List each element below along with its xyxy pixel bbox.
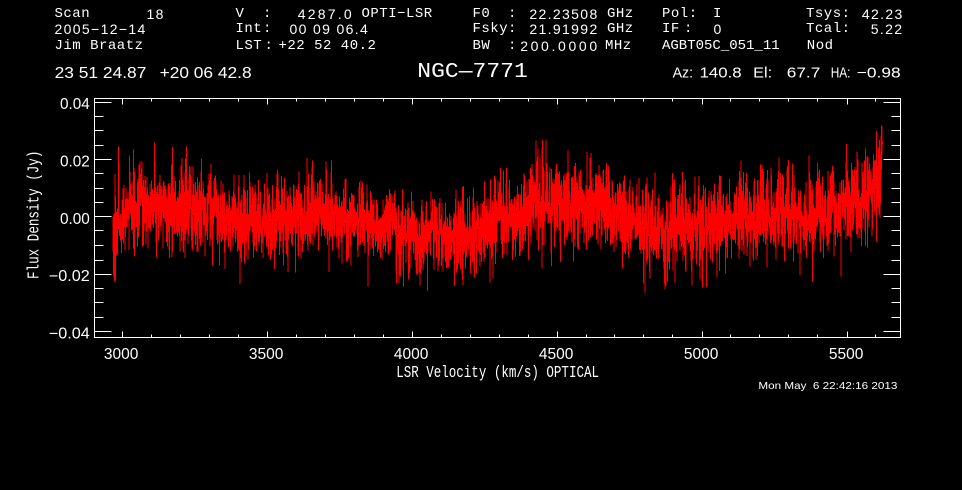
svg-text:−0.02: −0.02 — [49, 268, 90, 285]
svg-text:4000: 4000 — [394, 346, 429, 363]
svg-text:NGC—7771: NGC—7771 — [417, 60, 528, 84]
svg-text:5000: 5000 — [684, 346, 719, 363]
svg-text:+20 06 42.8: +20 06 42.8 — [160, 65, 252, 82]
svg-text:3000: 3000 — [104, 346, 139, 363]
svg-text:4500: 4500 — [539, 346, 574, 363]
svg-text:3500: 3500 — [249, 346, 284, 363]
svg-text:140.8: 140.8 — [700, 65, 742, 82]
svg-text:0.02: 0.02 — [60, 154, 90, 171]
svg-text:67.7: 67.7 — [787, 65, 821, 82]
svg-text:El:: El: — [753, 65, 772, 82]
svg-text:−0.98: −0.98 — [857, 65, 901, 82]
svg-text:23 51 24.87: 23 51 24.87 — [55, 65, 147, 82]
svg-text:Az:: Az: — [673, 65, 694, 82]
svg-text:0.00: 0.00 — [60, 211, 90, 228]
svg-text:−0.04: −0.04 — [49, 325, 90, 342]
svg-text:LSR Velocity (km/s) OPTICAL: LSR Velocity (km/s) OPTICAL — [396, 363, 599, 382]
svg-text:HA:: HA: — [831, 65, 851, 82]
svg-text:Flux Density (Jy): Flux Density (Jy) — [25, 151, 44, 279]
svg-text:0.04: 0.04 — [60, 96, 90, 113]
svg-text:Mon May 6 22:42:16 2013: Mon May 6 22:42:16 2013 — [758, 380, 897, 392]
svg-text:5500: 5500 — [829, 346, 864, 363]
